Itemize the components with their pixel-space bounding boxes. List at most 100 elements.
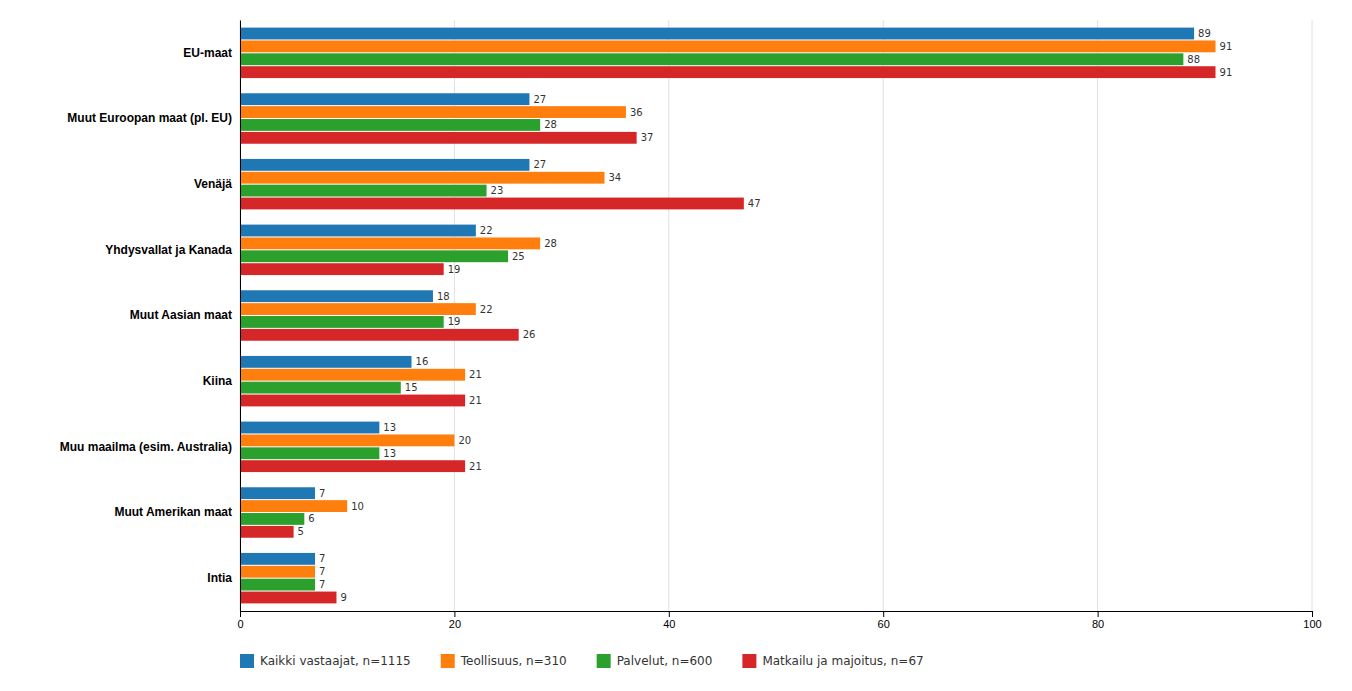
chart: 8927272218161377913634282221201078828232… [0, 0, 1352, 691]
x-tick: 0 [237, 611, 243, 630]
y-tick-label: Muu maailma (esim. Australia) [60, 440, 232, 454]
y-tick: Muu maailma (esim. Australia) [60, 440, 240, 454]
bar [240, 329, 519, 341]
x-tick-mark [883, 611, 884, 617]
data-label: 15 [405, 382, 418, 393]
y-axis: EU-maatMuut Euroopan maat (pl. EU)Venäjä… [60, 21, 241, 612]
bar [240, 290, 433, 302]
data-label: 28 [544, 119, 557, 130]
data-label: 91 [1220, 67, 1233, 78]
data-label: 21 [469, 461, 482, 472]
data-label: 13 [383, 422, 396, 433]
series [240, 40, 1216, 577]
data-label: 6 [308, 513, 314, 524]
x-tick-label: 100 [1303, 618, 1321, 630]
data-label: 18 [437, 291, 450, 302]
data-label: 23 [491, 185, 504, 196]
grid-line [240, 20, 241, 611]
x-axis-line [241, 612, 1313, 618]
x-tick-label: 40 [663, 618, 675, 630]
legend-label: Matkailu ja majoitus, n=67 [762, 654, 923, 668]
data-label: 13 [383, 448, 396, 459]
y-tick-label: Intia [207, 571, 232, 585]
y-tick-label: Yhdysvallat ja Kanada [105, 243, 232, 257]
y-axis-line [240, 21, 241, 612]
series [240, 66, 1216, 603]
y-tick-label: Muut Amerikan maat [114, 505, 232, 519]
bar [240, 434, 454, 446]
data-label: 9 [340, 592, 346, 603]
data-label: 19 [448, 264, 461, 275]
legend-label: Kaikki vastaajat, n=1115 [260, 654, 411, 668]
legend-item: Kaikki vastaajat, n=1115 [240, 654, 411, 668]
grid-line [1312, 20, 1313, 611]
bar [240, 159, 529, 171]
bar [240, 263, 444, 275]
data-label: 25 [512, 251, 525, 262]
bar [240, 422, 379, 434]
bar [240, 185, 487, 197]
data-label: 20 [458, 435, 471, 446]
y-tick: Muut Amerikan maat [114, 505, 240, 519]
data-label: 26 [523, 329, 536, 340]
x-tick: 80 [1092, 611, 1104, 630]
bar [240, 566, 315, 578]
x-tick-mark [1098, 611, 1099, 617]
data-label: 22 [480, 225, 493, 236]
bar [240, 172, 604, 184]
x-tick-label: 0 [237, 618, 243, 630]
x-tick: 40 [663, 611, 675, 630]
bar [240, 198, 744, 210]
data-label: 7 [319, 579, 325, 590]
legend-swatch [240, 654, 254, 668]
data-label: 27 [533, 159, 546, 170]
data-label: 5 [298, 526, 304, 537]
bar [240, 250, 508, 262]
bar [240, 500, 347, 512]
plot-area: 8927272218161377913634282221201078828232… [60, 20, 1322, 630]
grid-line [1097, 20, 1098, 611]
bar [240, 132, 637, 144]
bar [240, 526, 294, 538]
legend-item: Teollisuus, n=310 [441, 654, 567, 668]
bar [240, 513, 304, 525]
legend-label: Palvelut, n=600 [617, 654, 713, 668]
data-label: 7 [319, 566, 325, 577]
data-label: 7 [319, 553, 325, 564]
legend-label: Teollisuus, n=310 [460, 654, 567, 668]
bar [240, 225, 476, 237]
bar [240, 40, 1216, 52]
data-label: 27 [533, 94, 546, 105]
y-tick: Muut Aasian maat [130, 308, 240, 322]
bar [240, 579, 315, 591]
x-tick-mark [1312, 611, 1313, 617]
legend-swatch [441, 654, 455, 668]
data-labels: 8927272218161377913634282221201078828232… [298, 28, 1233, 603]
data-label: 47 [748, 198, 761, 209]
data-label: 88 [1187, 54, 1200, 65]
legend-swatch [742, 654, 756, 668]
x-tick: 60 [878, 611, 890, 630]
x-tick-mark [240, 611, 241, 617]
y-tick-label: Muut Aasian maat [130, 308, 232, 322]
x-tick: 20 [449, 611, 461, 630]
data-label: 7 [319, 488, 325, 499]
legend-swatch [597, 654, 611, 668]
bar [240, 119, 540, 131]
x-tick-label: 20 [449, 618, 461, 630]
data-label: 10 [351, 501, 364, 512]
y-tick-label: EU-maat [183, 46, 232, 60]
x-tick-mark [454, 611, 455, 617]
bar [240, 356, 412, 368]
bar [240, 28, 1194, 40]
bar [240, 237, 540, 249]
bar [240, 553, 315, 565]
bar [240, 447, 379, 459]
bar [240, 487, 315, 499]
data-label: 37 [641, 132, 654, 143]
y-tick: EU-maat [183, 46, 240, 60]
data-label: 16 [416, 356, 429, 367]
x-tick-mark [669, 611, 670, 617]
bar [240, 106, 626, 118]
bar [240, 460, 465, 472]
